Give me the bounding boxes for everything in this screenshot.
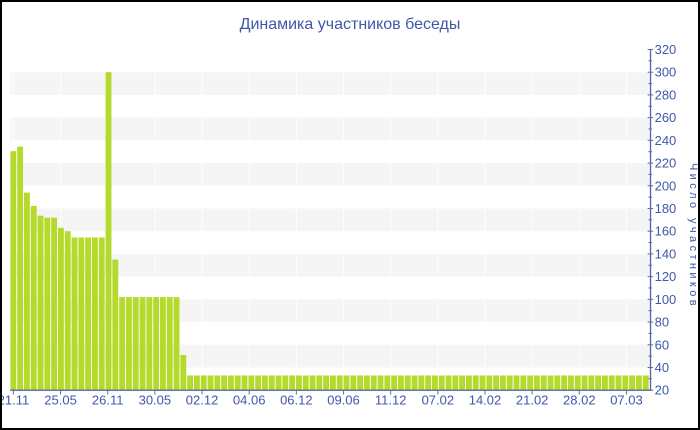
svg-text:140: 140 [655,246,677,261]
svg-text:02.12: 02.12 [186,393,219,408]
svg-text:320: 320 [655,42,677,57]
svg-text:21.11: 21.11 [0,393,29,408]
svg-text:26.11: 26.11 [92,393,124,408]
svg-text:220: 220 [655,156,677,171]
svg-text:120: 120 [655,269,677,284]
svg-text:60: 60 [655,337,669,352]
svg-text:25.05: 25.05 [44,393,77,408]
svg-text:28.02: 28.02 [563,393,596,408]
svg-text:260: 260 [655,110,677,125]
svg-text:11.12: 11.12 [375,393,407,408]
svg-text:300: 300 [655,65,677,80]
svg-text:04.06: 04.06 [233,393,266,408]
svg-text:Динамика участников беседы: Динамика участников беседы [240,16,461,33]
svg-text:Число участников: Число участников [687,163,699,309]
svg-text:280: 280 [655,87,677,102]
svg-text:160: 160 [655,224,677,239]
svg-text:14.02: 14.02 [469,393,502,408]
svg-text:21.02: 21.02 [516,393,549,408]
svg-text:06.12: 06.12 [280,393,313,408]
svg-text:100: 100 [655,292,677,307]
svg-text:240: 240 [655,133,677,148]
svg-text:80: 80 [655,315,669,330]
svg-text:09.06: 09.06 [327,393,360,408]
svg-text:200: 200 [655,178,677,193]
svg-text:40: 40 [655,360,669,375]
svg-text:180: 180 [655,201,677,216]
svg-text:30.05: 30.05 [139,393,172,408]
svg-text:20: 20 [655,383,669,398]
svg-text:07.02: 07.02 [422,393,455,408]
svg-text:07.03: 07.03 [610,393,643,408]
